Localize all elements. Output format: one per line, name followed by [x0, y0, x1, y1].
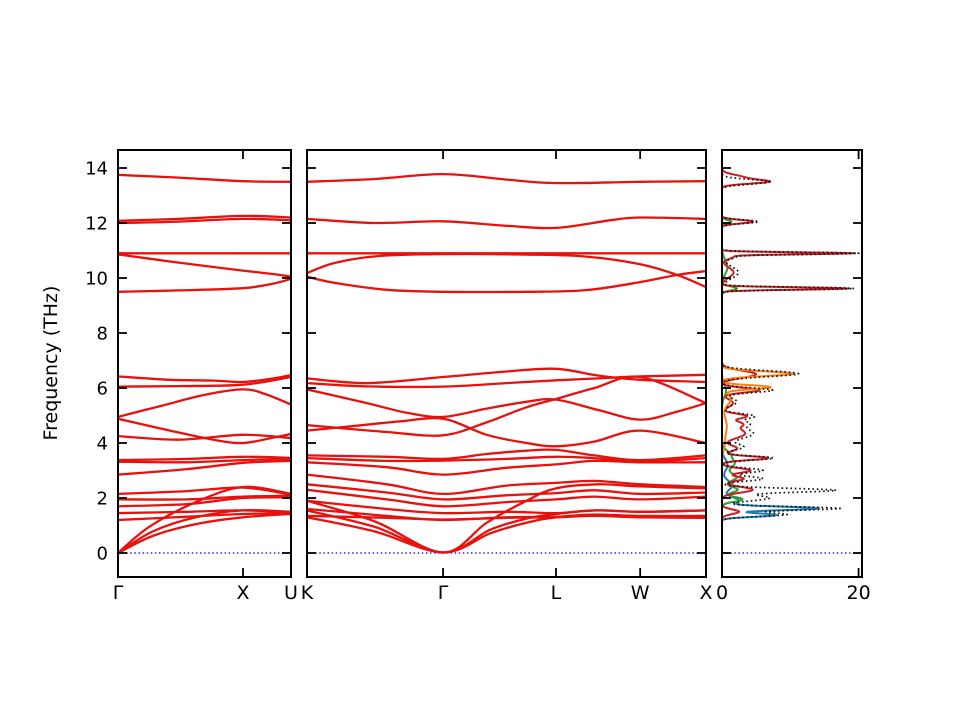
phonon-band-curve	[118, 512, 291, 555]
y-tick-label: 2	[97, 488, 108, 509]
dos-tick-label: 20	[846, 582, 870, 604]
y-axis-label: Frequency (THz)	[40, 286, 62, 441]
phonon-band-curve	[307, 172, 706, 185]
phonon-band-curve	[118, 388, 291, 419]
phonon-band-curve	[307, 216, 706, 230]
phonon-band-curve	[118, 417, 291, 445]
phonon-band-curve	[118, 511, 291, 522]
pdos-red-curve	[722, 150, 854, 576]
band-structure-middle-curves	[307, 172, 706, 554]
phonon-band-curve	[118, 433, 291, 441]
phonon-band-curve	[307, 375, 706, 437]
k-point-label: X	[699, 582, 712, 604]
phonon-band-curve	[118, 277, 291, 293]
k-point-label: U	[284, 582, 298, 604]
phonon-band-curve	[118, 173, 291, 183]
dos-tick-label: 0	[716, 582, 728, 604]
phonon-band-curve	[307, 367, 706, 385]
phonon-band-curve	[118, 373, 291, 384]
phonon-band-curve	[118, 214, 291, 222]
phonon-band-curve	[118, 485, 291, 555]
phonon-band-curve	[307, 483, 706, 554]
k-point-label: Γ	[113, 582, 124, 604]
phonon-band-curve	[307, 448, 706, 462]
y-tick-label: 6	[97, 378, 108, 399]
band-structure-left-curves	[118, 173, 291, 555]
phonon-band-curve	[307, 416, 706, 448]
y-tick-label: 0	[97, 543, 108, 564]
phonon-band-curve	[118, 509, 291, 555]
band-structure-left-frame	[117, 149, 292, 578]
phonon-band-curve	[118, 375, 291, 388]
phonon-band-curve	[118, 457, 291, 464]
y-tick-label: 8	[97, 323, 108, 344]
phonon-band-curve	[307, 252, 706, 289]
k-point-label: L	[551, 582, 562, 604]
phonon-band-curve	[118, 494, 291, 501]
phonon-band-curve	[307, 483, 706, 501]
phonon-band-curve	[307, 509, 706, 554]
band-structure-middle-frame	[306, 149, 707, 578]
phonon-band-curve	[307, 513, 706, 554]
y-tick-label: 4	[97, 433, 108, 454]
k-point-label: K	[301, 582, 314, 604]
phonon-band-curve	[118, 217, 291, 225]
phonon-band-curve	[307, 488, 706, 508]
phonon-band-curve	[118, 459, 291, 476]
phonon-band-curve	[307, 269, 706, 294]
phonon-band-curve	[307, 388, 706, 421]
k-point-label: X	[236, 582, 249, 604]
phonon-band-curve	[307, 459, 706, 476]
phonon-band-curve	[118, 496, 291, 508]
k-point-label: Γ	[438, 582, 449, 604]
y-tick-label: 12	[85, 213, 108, 234]
phonon-band-curve	[118, 253, 291, 278]
phonon-band-curve	[118, 455, 291, 462]
k-point-label: W	[631, 582, 650, 604]
y-tick-label: 10	[85, 268, 108, 289]
pdos-green-curve	[722, 150, 744, 576]
total-dos-curve	[722, 150, 860, 576]
phonon-band-curve	[118, 486, 291, 496]
phonon-band-curve	[307, 473, 706, 496]
phonon-dos-curves	[722, 150, 862, 576]
y-tick-label: 14	[85, 158, 108, 179]
phonon-dos-frame	[721, 149, 863, 578]
